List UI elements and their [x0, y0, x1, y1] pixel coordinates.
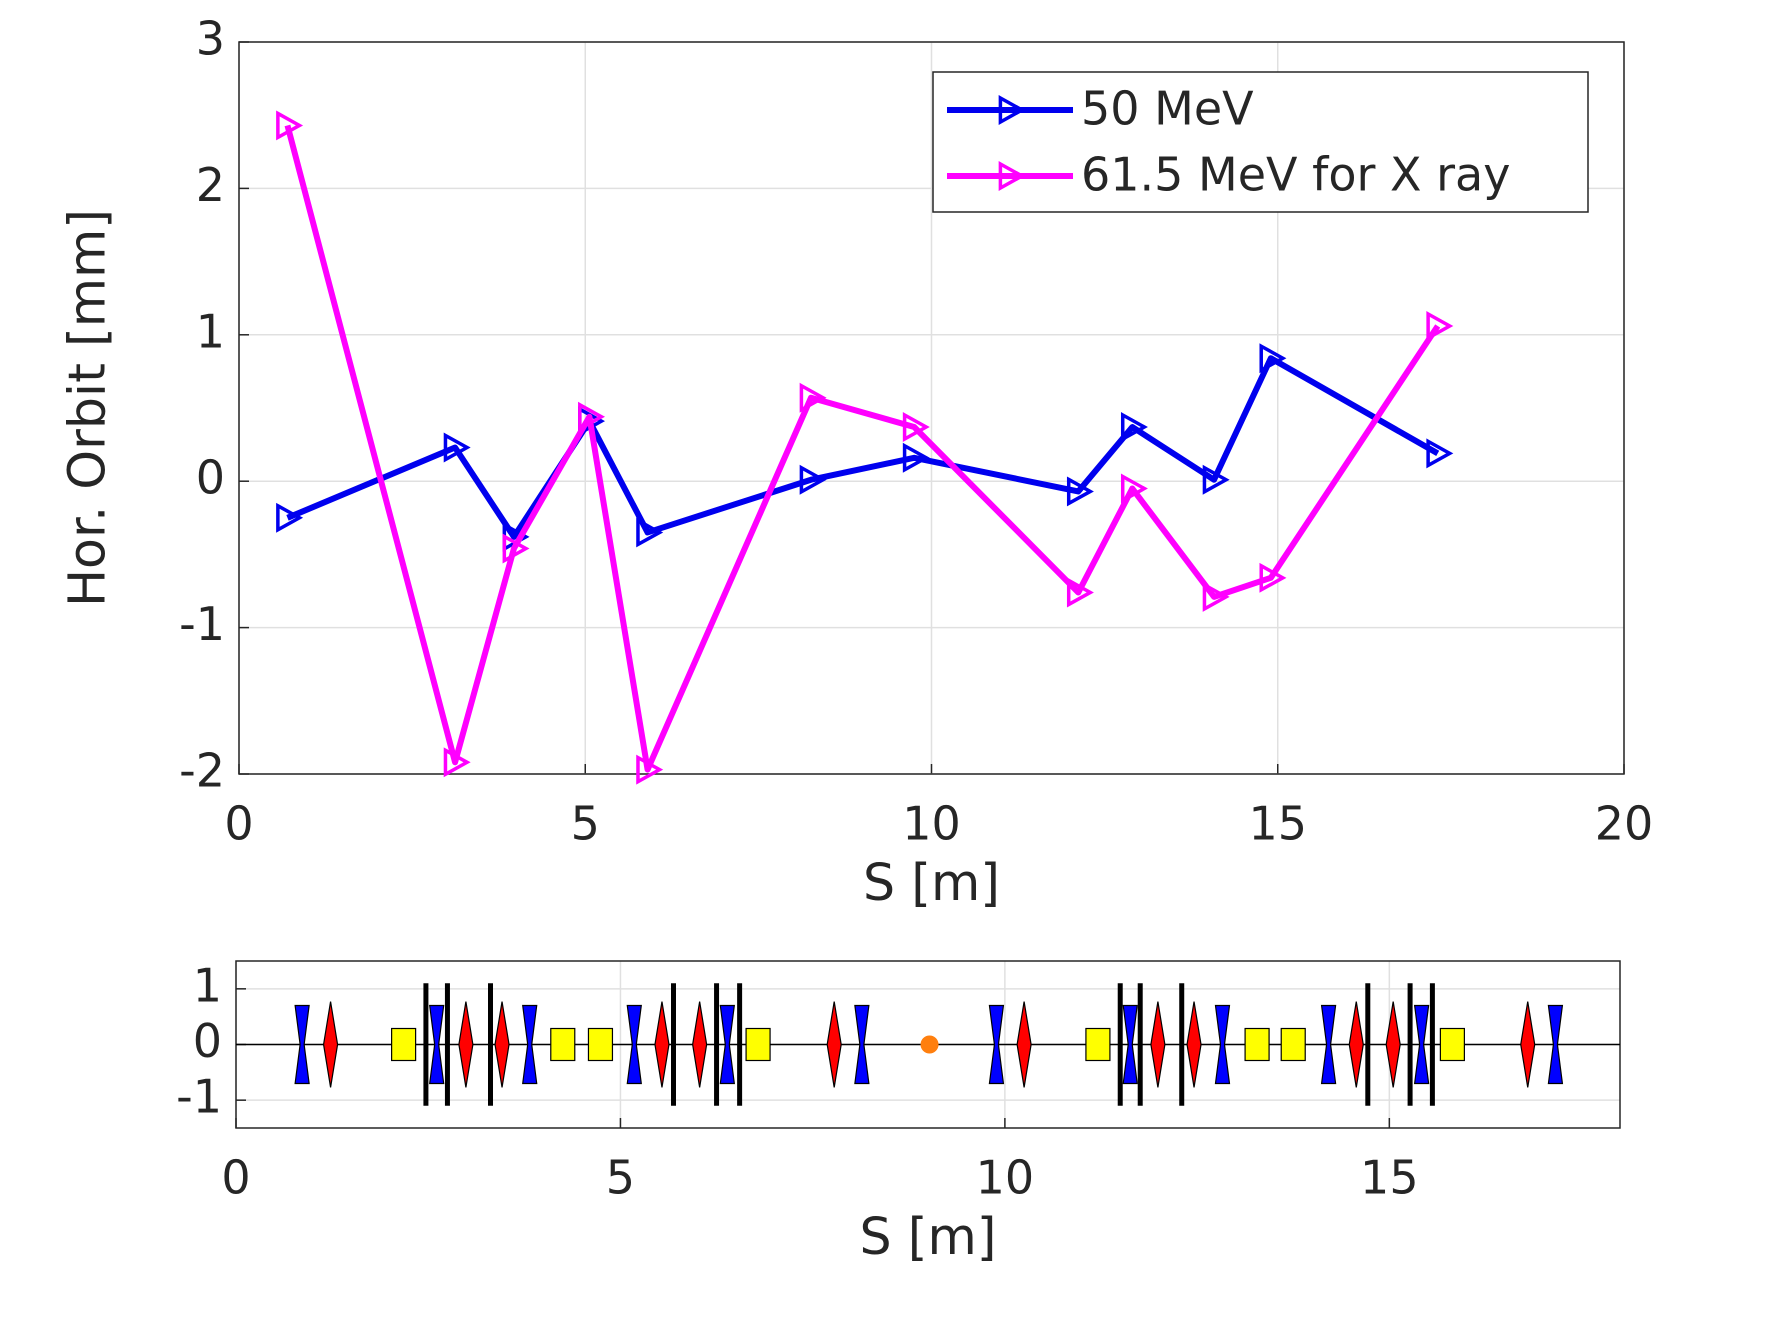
- marker: [502, 533, 530, 564]
- marker: [1066, 476, 1094, 507]
- x-tick-label: 15: [1248, 796, 1307, 850]
- defocusing-quad: [692, 1001, 708, 1088]
- marker: [902, 442, 930, 473]
- focusing-quad: [719, 1004, 736, 1085]
- marker: [1426, 311, 1454, 341]
- marker: [443, 432, 471, 463]
- marker: [578, 401, 606, 432]
- legend-marker: [998, 95, 1026, 125]
- x-axis-label: S [m]: [863, 853, 1000, 912]
- y-tick-label: 2: [196, 158, 225, 212]
- marker: [1120, 473, 1148, 504]
- defocusing-quad: [1348, 1001, 1364, 1088]
- focusing-quad: [1413, 1004, 1430, 1085]
- focusing-quad: [428, 1004, 445, 1085]
- y-tick-label: 1: [193, 958, 222, 1012]
- defocusing-quad: [458, 1001, 474, 1088]
- marker: [1202, 581, 1230, 612]
- dipole: [1244, 1027, 1270, 1062]
- marker: [1426, 438, 1454, 469]
- focusing-quad: [1214, 1004, 1231, 1085]
- legend-marker: [998, 161, 1026, 191]
- marker: [276, 502, 304, 533]
- dipole: [1280, 1027, 1306, 1062]
- legend-label: 61.5 MeV for X ray: [1081, 148, 1510, 202]
- x-tick-label: 10: [976, 1150, 1035, 1204]
- focusing-quad: [1122, 1004, 1138, 1085]
- focusing-quad: [1547, 1004, 1564, 1085]
- marker: [636, 517, 664, 548]
- focusing-quad: [294, 1004, 310, 1085]
- x-tick-label: 5: [571, 796, 600, 850]
- marker: [799, 464, 827, 495]
- legend-box: [932, 71, 1589, 213]
- defocusing-quad: [494, 1001, 510, 1088]
- plot-frame: [238, 41, 1625, 775]
- defocusing-quad: [1520, 1001, 1536, 1088]
- defocusing-quad: [654, 1001, 670, 1088]
- dipole: [391, 1027, 417, 1062]
- marker: [1259, 562, 1287, 593]
- dipole: [587, 1027, 614, 1062]
- defocusing-quad: [322, 1001, 339, 1088]
- marker: [443, 747, 471, 778]
- marker: [1202, 464, 1230, 495]
- defocusing-quad: [1385, 1001, 1401, 1088]
- x-tick-label: 20: [1595, 796, 1654, 850]
- y-tick-label: 3: [196, 12, 225, 66]
- legend-label: 50 MeV: [1081, 82, 1254, 136]
- marker: [1066, 577, 1094, 608]
- focusing-quad: [626, 1004, 642, 1085]
- y-tick-label: -2: [179, 744, 225, 798]
- marker: [1259, 343, 1287, 374]
- y-tick-label: -1: [179, 597, 225, 651]
- marker: [1120, 412, 1148, 443]
- x-tick-label: 10: [902, 796, 961, 850]
- y-tick-label: -1: [176, 1070, 222, 1124]
- focusing-quad: [854, 1004, 870, 1085]
- x-tick-label: 5: [606, 1150, 635, 1204]
- y-tick-label: 0: [193, 1014, 222, 1068]
- x-tick-label: 0: [224, 796, 253, 850]
- marker: [902, 412, 930, 443]
- focusing-quad: [1320, 1004, 1337, 1085]
- x-axis-label: S [m]: [860, 1207, 997, 1266]
- dipole: [1439, 1027, 1465, 1062]
- dipole: [1085, 1027, 1111, 1062]
- defocusing-quad: [1016, 1001, 1032, 1088]
- focusing-quad: [522, 1004, 538, 1085]
- marker: [276, 110, 304, 141]
- y-tick-label: 0: [196, 451, 225, 505]
- dipole: [745, 1027, 771, 1062]
- y-axis-label: Hor. Orbit [mm]: [58, 209, 117, 607]
- defocusing-quad: [1150, 1001, 1166, 1088]
- y-tick-label: 1: [196, 304, 225, 358]
- defocusing-quad: [1186, 1001, 1202, 1088]
- marker: [799, 382, 827, 413]
- dipole: [550, 1027, 576, 1062]
- defocusing-quad: [826, 1001, 842, 1088]
- x-tick-label: 15: [1360, 1150, 1419, 1204]
- x-tick-label: 0: [221, 1150, 250, 1204]
- series-line: [286, 355, 1440, 540]
- focusing-quad: [988, 1004, 1005, 1085]
- marker-point: [920, 1035, 939, 1054]
- marker: [636, 754, 664, 785]
